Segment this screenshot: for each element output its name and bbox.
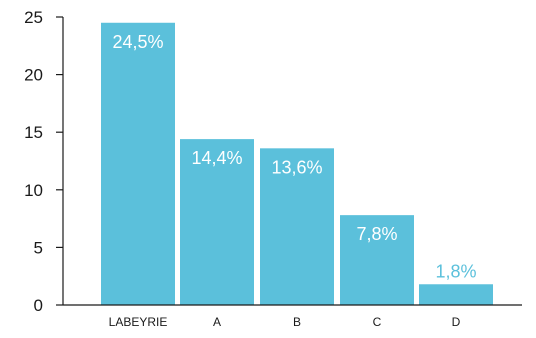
x-tick-label: LABEYRIE [109,315,168,329]
data-label: 1,8% [435,261,476,281]
data-label: 7,8% [356,224,397,244]
bar-labeyrie [101,22,175,305]
y-tick-label: 5 [34,238,43,257]
x-tick-label: D [452,315,461,329]
data-label: 14,4% [191,148,242,168]
data-labels-layer: 24,5% 14,4% 13,6% 7,8% 1,8% [112,32,476,282]
y-tick-label: 10 [24,181,43,200]
bar-a [180,139,254,305]
x-ticks-layer: LABEYRIE A B C D [109,315,461,329]
y-tick-label: 15 [24,123,43,142]
x-tick-label: B [293,315,301,329]
data-label: 13,6% [271,157,322,177]
y-tick-label: 20 [24,66,43,85]
y-tick-label: 25 [24,8,43,27]
x-tick-label: C [373,315,382,329]
axes-layer [62,17,522,306]
bars-layer [101,22,493,305]
bar-c [340,215,414,305]
y-ticks-layer: 0 5 10 15 20 25 [24,8,63,315]
data-label: 24,5% [112,32,163,52]
bar-b [260,148,334,305]
x-tick-label: A [213,315,221,329]
bar-d [419,284,493,305]
y-tick-label: 0 [34,296,43,315]
